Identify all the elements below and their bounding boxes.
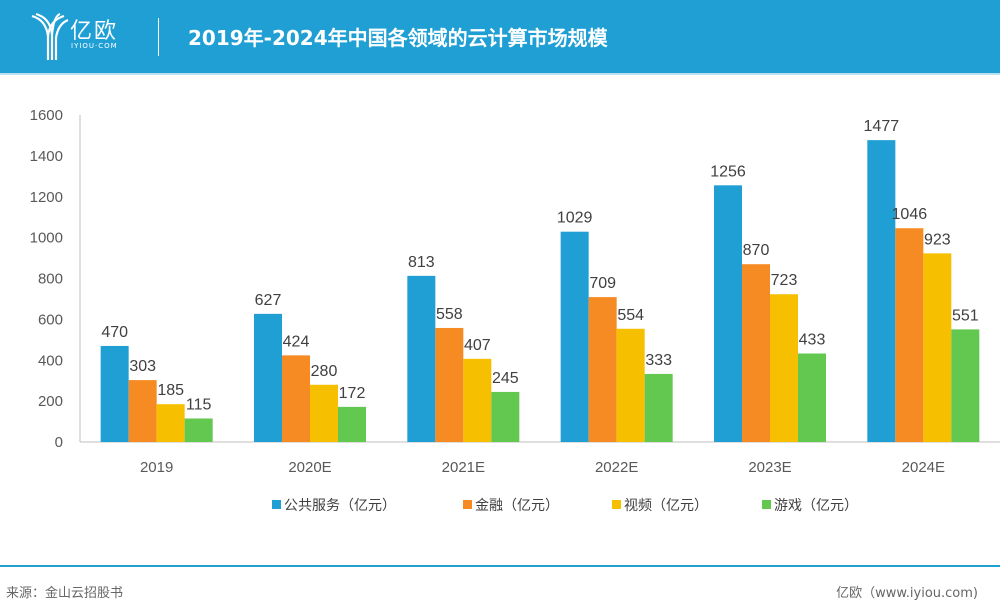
chart-title: 2019年-2024年中国各领域的云计算市场规模 xyxy=(188,26,608,50)
data-label: 554 xyxy=(617,307,644,324)
bar xyxy=(407,275,436,442)
data-label: 1256 xyxy=(710,163,746,180)
bar xyxy=(770,294,798,442)
x-tick-label: 2022E xyxy=(595,459,638,476)
data-label: 333 xyxy=(645,352,672,369)
legend-label: 金融（亿元） xyxy=(475,498,559,514)
bar xyxy=(491,391,520,442)
bar xyxy=(282,355,310,442)
header-divider xyxy=(158,18,159,56)
yiou-logo-icon xyxy=(31,12,69,60)
y-tick-label: 0 xyxy=(55,434,63,451)
x-tick-label: 2023E xyxy=(748,459,791,476)
bar-chart: 0 200 400 600 800 1000 1200 1400 1600 47030318511… xyxy=(30,107,1000,514)
data-label: 245 xyxy=(492,370,519,387)
data-label: 923 xyxy=(924,231,951,248)
data-label: 1477 xyxy=(864,118,900,135)
bar xyxy=(644,373,673,442)
legend-label: 游戏（亿元） xyxy=(774,498,858,514)
legend-swatch xyxy=(463,500,472,509)
y-tick-label: 600 xyxy=(38,311,63,328)
data-label: 723 xyxy=(771,272,798,289)
bar xyxy=(156,404,185,442)
logo-text: 亿欧 xyxy=(70,19,119,44)
logo-subtext: IYIOU·COM xyxy=(71,42,118,50)
bar xyxy=(923,253,952,442)
bar xyxy=(338,406,366,442)
header-banner: 亿欧 IYIOU·COM 2019年-2024年中国各领域的云计算市场规模 xyxy=(0,0,1000,73)
x-tick-label: 2020E xyxy=(288,459,331,476)
bar xyxy=(128,380,157,442)
bar xyxy=(184,418,213,442)
bar xyxy=(798,353,826,442)
legend-label: 公共服务（亿元） xyxy=(284,498,396,514)
legend-label: 视频（亿元） xyxy=(624,498,708,514)
bar xyxy=(254,313,282,442)
data-label: 558 xyxy=(436,306,463,323)
header-underline xyxy=(0,73,1000,75)
data-label: 407 xyxy=(464,337,491,354)
data-label: 303 xyxy=(129,358,156,375)
y-tick-label: 1600 xyxy=(30,107,63,124)
data-label: 185 xyxy=(157,382,184,399)
bar xyxy=(895,228,924,442)
data-label: 627 xyxy=(255,292,282,309)
bar xyxy=(463,358,492,442)
y-tick-label: 200 xyxy=(38,393,63,410)
legend-swatch xyxy=(272,500,281,509)
data-label: 1029 xyxy=(557,210,593,227)
legend-swatch xyxy=(762,500,771,509)
bar xyxy=(714,185,742,442)
bar xyxy=(951,329,980,442)
data-label: 551 xyxy=(952,307,979,324)
data-label: 1046 xyxy=(892,206,928,223)
y-tick-label: 1000 xyxy=(30,230,63,247)
y-tick-label: 1200 xyxy=(30,189,63,206)
data-label: 470 xyxy=(101,324,128,341)
data-label: 709 xyxy=(589,275,616,292)
x-tick-label: 2021E xyxy=(442,459,485,476)
bar xyxy=(435,327,464,442)
credit-note: 亿欧（www.iyiou.com) xyxy=(836,586,978,601)
footer-divider xyxy=(0,565,1000,567)
source-note: 来源：金山云招股书 xyxy=(6,586,124,601)
y-tick-label: 800 xyxy=(38,271,63,288)
data-label: 115 xyxy=(186,396,212,413)
bar xyxy=(588,297,617,442)
bar xyxy=(560,231,589,442)
bar xyxy=(616,328,645,442)
bar xyxy=(867,140,896,442)
x-tick-label: 2024E xyxy=(902,459,945,476)
data-label: 433 xyxy=(799,332,826,349)
data-label: 870 xyxy=(743,242,770,259)
legend-swatch xyxy=(612,500,621,509)
data-label: 280 xyxy=(311,363,338,380)
data-label: 172 xyxy=(339,385,366,402)
bar xyxy=(310,384,338,442)
bar xyxy=(742,264,770,442)
data-label: 424 xyxy=(283,333,310,350)
x-tick-label: 2019 xyxy=(140,459,173,476)
y-tick-label: 400 xyxy=(38,352,63,369)
data-label: 813 xyxy=(408,254,435,271)
y-tick-label: 1400 xyxy=(30,148,63,165)
bar xyxy=(100,345,129,442)
